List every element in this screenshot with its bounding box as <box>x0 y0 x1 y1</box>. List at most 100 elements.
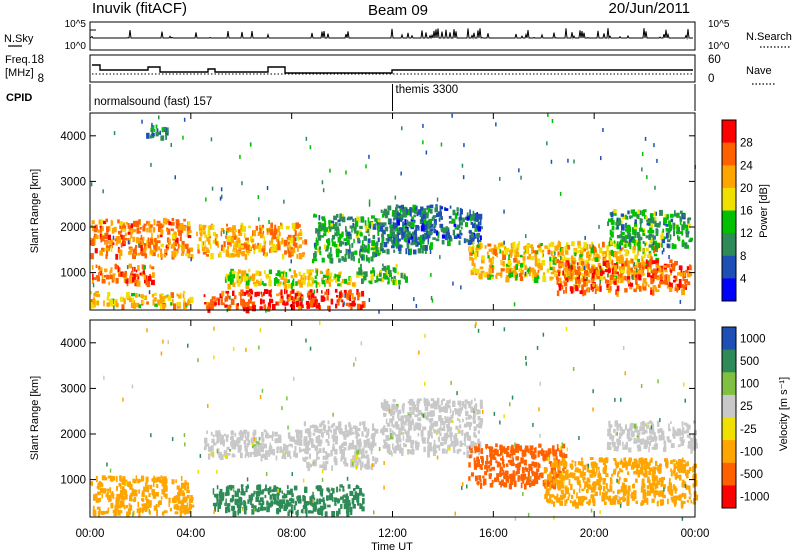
power-sparse-cell <box>426 151 428 155</box>
vel-cell <box>179 488 181 493</box>
vel-cell <box>382 406 385 410</box>
vel-cell <box>219 492 221 497</box>
power-cell <box>550 277 554 280</box>
vel-cell <box>428 412 431 416</box>
vel-cell <box>271 449 275 454</box>
power-cell <box>224 241 226 247</box>
vel-cell <box>383 413 385 417</box>
vel-cell <box>321 491 323 497</box>
power-cell <box>225 296 228 301</box>
power-cell <box>533 250 537 253</box>
vel-cell <box>474 413 476 419</box>
power-cell <box>223 248 225 253</box>
power-cell <box>670 273 672 276</box>
power-cell <box>361 291 364 297</box>
vel-cell <box>477 439 480 444</box>
power-cell <box>314 253 316 257</box>
power-cell <box>421 247 424 253</box>
power-sparse-cell <box>370 225 372 229</box>
vel-cell <box>136 475 138 480</box>
vel-cell <box>114 511 117 517</box>
power-cell <box>476 269 480 274</box>
vel-cell <box>121 490 124 496</box>
power-cell <box>402 221 404 226</box>
power-cell <box>141 253 145 257</box>
vel-cell <box>356 486 360 489</box>
vel-cell <box>129 495 132 501</box>
power-cell <box>444 229 446 233</box>
vel-cell <box>462 401 465 407</box>
power-cell <box>517 248 519 253</box>
power-cell <box>532 275 534 281</box>
power-cell <box>269 276 271 282</box>
power-cell <box>151 233 153 239</box>
power-cell <box>646 220 648 223</box>
power-cell <box>156 132 159 136</box>
power-cell <box>263 283 267 286</box>
power-cell <box>643 230 645 233</box>
vel-cell <box>574 470 577 473</box>
power-cell <box>540 248 542 253</box>
power-cell <box>682 241 685 245</box>
power-cell <box>574 250 577 253</box>
vel-cell <box>457 450 460 454</box>
power-cell <box>670 270 672 273</box>
vel-cell <box>93 509 96 515</box>
power-cell <box>512 242 515 248</box>
power-cell <box>96 294 100 297</box>
vel-cell <box>281 502 283 505</box>
vel-cell <box>494 449 497 455</box>
vel-cell <box>459 403 461 407</box>
power-cell <box>247 293 251 297</box>
vel-cell <box>212 452 214 458</box>
power-cell <box>526 248 529 254</box>
nave-tick-bottom: 0 <box>708 73 714 85</box>
power-cell <box>633 289 636 293</box>
power-cell <box>238 229 241 233</box>
power-cell <box>272 304 276 310</box>
vel-cell <box>184 482 188 485</box>
vel-cell <box>172 479 175 484</box>
power-cell <box>106 302 110 306</box>
power-cell <box>469 257 473 261</box>
power-cell <box>116 303 119 308</box>
power-cell <box>350 226 354 229</box>
vel-cell <box>439 446 441 450</box>
power-cell <box>618 280 620 283</box>
power-cell <box>212 296 216 299</box>
nsearch-tick-bottom: 10^0 <box>708 41 730 52</box>
vel-cell <box>525 467 527 470</box>
vel-cell <box>667 499 669 505</box>
power-cell <box>322 225 325 230</box>
vel-cell <box>572 460 574 463</box>
power-cell <box>234 295 236 299</box>
vel-cell <box>310 425 313 428</box>
vel-cell <box>283 493 285 498</box>
power-cell <box>603 251 606 254</box>
vel-cell <box>98 511 100 517</box>
vel-cell <box>304 451 306 454</box>
vel-cell <box>364 427 368 431</box>
power-cell <box>385 227 389 232</box>
vel-cell <box>433 446 435 451</box>
vel-cell <box>348 431 352 435</box>
power-cell <box>434 208 438 213</box>
vel-cell <box>334 456 337 460</box>
power-cell <box>688 217 691 220</box>
power-cell <box>241 276 243 282</box>
power-cell <box>111 267 113 272</box>
vel-cell <box>488 446 490 449</box>
power-cell <box>659 281 663 284</box>
vel-cell <box>460 441 463 447</box>
power-cell <box>295 231 297 237</box>
vel-cell <box>122 495 125 500</box>
power-cell <box>115 238 117 241</box>
power-cell <box>603 277 606 280</box>
power-cell <box>508 254 510 260</box>
vel-cell <box>311 511 314 514</box>
power-sparse-cell <box>241 181 243 185</box>
vel-cell <box>438 437 440 442</box>
power-sparse-cell <box>520 176 522 180</box>
noise-sky-line <box>90 28 693 38</box>
power-cell <box>290 291 292 298</box>
